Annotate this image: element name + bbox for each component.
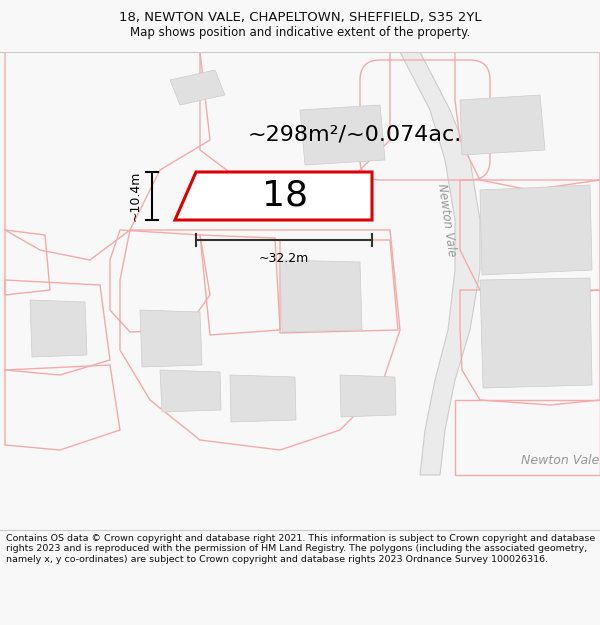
Polygon shape [390,52,480,475]
Polygon shape [460,95,545,155]
Text: ~298m²/~0.074ac.: ~298m²/~0.074ac. [248,125,462,145]
Text: Newton Vale: Newton Vale [521,454,599,466]
Text: Map shows position and indicative extent of the property.: Map shows position and indicative extent… [130,26,470,39]
Text: 18, NEWTON VALE, CHAPELTOWN, SHEFFIELD, S35 2YL: 18, NEWTON VALE, CHAPELTOWN, SHEFFIELD, … [119,11,481,24]
Polygon shape [170,70,225,105]
Text: Newton Vale: Newton Vale [436,182,458,258]
Text: Contains OS data © Crown copyright and database right 2021. This information is : Contains OS data © Crown copyright and d… [6,534,595,564]
Polygon shape [140,310,202,367]
Polygon shape [30,300,87,357]
Polygon shape [230,375,296,422]
Text: ~10.4m: ~10.4m [129,171,142,221]
Polygon shape [280,260,362,332]
Polygon shape [175,172,372,220]
Text: ~32.2m: ~32.2m [259,252,309,265]
Polygon shape [300,105,385,165]
Polygon shape [160,370,221,412]
Polygon shape [340,375,396,417]
Polygon shape [480,185,592,275]
Text: 18: 18 [262,179,308,213]
Polygon shape [480,278,592,388]
Polygon shape [255,182,355,210]
